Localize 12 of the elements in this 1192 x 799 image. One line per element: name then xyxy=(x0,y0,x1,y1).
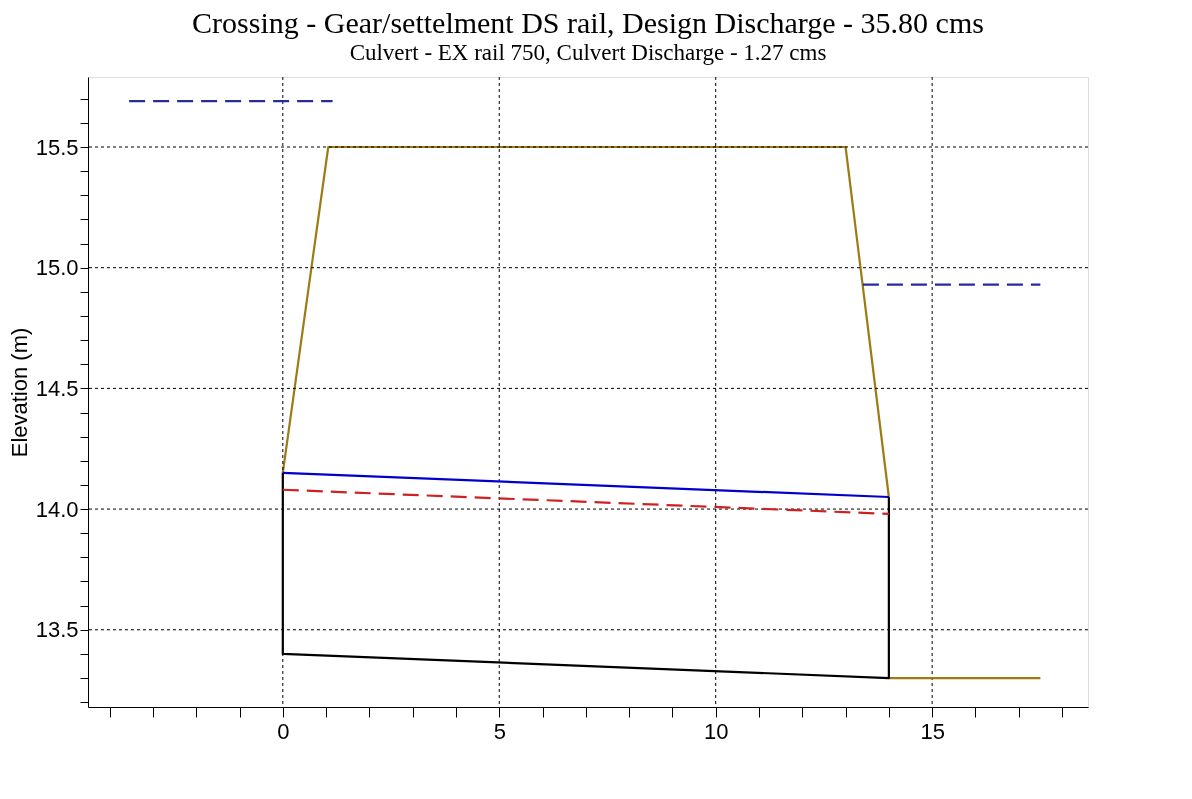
y-tick-label: 14.5 xyxy=(35,375,79,401)
y-tick-label: 15.5 xyxy=(35,134,79,160)
x-tick-label: 0 xyxy=(277,718,290,744)
x-tick-label: 10 xyxy=(703,718,729,744)
y-axis-title: Elevation (m) xyxy=(6,327,32,458)
y-tick-label: 13.5 xyxy=(35,617,79,643)
x-tick-label: 15 xyxy=(920,718,945,744)
y-tick-label: 15.0 xyxy=(35,255,79,281)
chart-subtitle: Culvert - EX rail 750, Culvert Discharge - 1.27 cms xyxy=(349,39,827,65)
chart-title: Crossing - Gear/settelment DS rail, Design Discharge - 35.80 cms xyxy=(192,5,984,39)
x-tick-label: 5 xyxy=(493,718,506,744)
y-tick-label: 14.0 xyxy=(35,496,79,522)
